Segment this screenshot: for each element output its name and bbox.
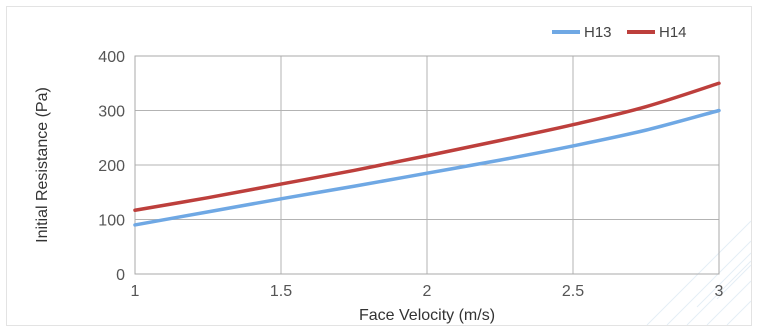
series-lines: [133, 81, 721, 227]
line-chart: 0 100 200 300 400 1 1.5 2 2.5 3 Initial Resistan…: [34, 24, 751, 325]
legend: H13 H14: [552, 24, 687, 41]
x-tick-label: 1.5: [270, 283, 292, 300]
x-axis-title: Face Velocity (m/s): [359, 307, 495, 324]
y-tick-label: 400: [98, 49, 125, 66]
y-tick-label: 300: [98, 104, 125, 121]
plot-area-border: [134, 55, 720, 275]
y-tick-label: 200: [98, 158, 125, 175]
background-decoration: [646, 220, 751, 325]
x-axis-ticks: 1 1.5 2 2.5 3: [131, 283, 724, 300]
y-axis-title: Initial Resistance (Pa): [34, 87, 51, 243]
series-line-h14: [133, 81, 721, 212]
y-axis-ticks: 0 100 200 300 400: [98, 49, 125, 284]
x-tick-label: 3: [715, 283, 724, 300]
series-line-h13: [133, 108, 721, 227]
legend-label-h14: H14: [659, 24, 687, 41]
x-tick-label: 2: [423, 283, 432, 300]
y-tick-label: 0: [116, 267, 125, 284]
gridlines: [134, 55, 720, 275]
chart-frame: 0 100 200 300 400 1 1.5 2 2.5 3 Initial Resistan…: [6, 6, 752, 326]
y-tick-label: 100: [98, 213, 125, 230]
legend-label-h13: H13: [584, 24, 612, 41]
x-tick-label: 2.5: [562, 283, 584, 300]
x-tick-label: 1: [131, 283, 140, 300]
